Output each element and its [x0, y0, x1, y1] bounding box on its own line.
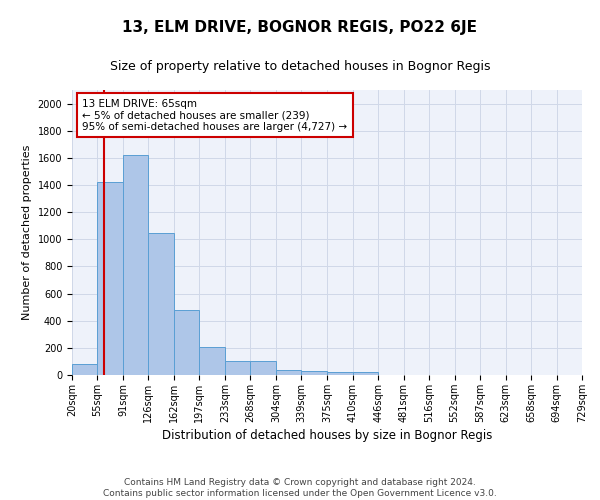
- Y-axis label: Number of detached properties: Number of detached properties: [22, 145, 32, 320]
- Bar: [250, 362, 276, 375]
- Bar: [353, 372, 379, 375]
- Bar: [199, 347, 225, 375]
- Bar: [148, 232, 174, 375]
- Bar: [72, 364, 97, 375]
- Text: Size of property relative to detached houses in Bognor Regis: Size of property relative to detached ho…: [110, 60, 490, 73]
- Bar: [328, 372, 353, 375]
- Bar: [225, 362, 250, 375]
- Text: Contains HM Land Registry data © Crown copyright and database right 2024.
Contai: Contains HM Land Registry data © Crown c…: [103, 478, 497, 498]
- Bar: [301, 371, 328, 375]
- X-axis label: Distribution of detached houses by size in Bognor Regis: Distribution of detached houses by size …: [162, 429, 492, 442]
- Bar: [123, 155, 148, 375]
- Text: 13, ELM DRIVE, BOGNOR REGIS, PO22 6JE: 13, ELM DRIVE, BOGNOR REGIS, PO22 6JE: [122, 20, 478, 35]
- Bar: [97, 182, 123, 375]
- Text: 13 ELM DRIVE: 65sqm
← 5% of detached houses are smaller (239)
95% of semi-detach: 13 ELM DRIVE: 65sqm ← 5% of detached hou…: [82, 98, 347, 132]
- Bar: [174, 310, 199, 375]
- Bar: [276, 370, 301, 375]
